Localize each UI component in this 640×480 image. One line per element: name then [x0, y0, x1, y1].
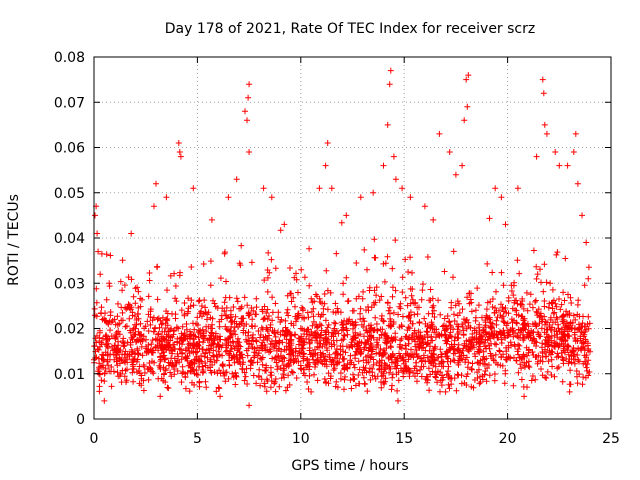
data-point	[246, 402, 253, 409]
data-point	[260, 185, 267, 192]
data-point	[540, 90, 547, 97]
data-point	[128, 230, 135, 237]
x-tick-label: 10	[292, 431, 310, 447]
data-point	[514, 185, 521, 192]
data-point	[459, 162, 466, 169]
data-point	[464, 103, 471, 110]
x-tick-label: 20	[499, 431, 517, 447]
data-point	[324, 140, 331, 146]
data-point	[97, 271, 104, 278]
data-point	[543, 130, 550, 137]
data-point	[541, 121, 548, 128]
y-axis-label: ROTI / TECUs	[6, 194, 22, 286]
data-point	[190, 185, 197, 192]
data-point	[370, 189, 377, 196]
y-tick-label: 0.08	[54, 50, 85, 66]
data-point	[268, 194, 275, 201]
y-tick-label: 0.06	[54, 141, 85, 157]
data-point	[533, 153, 540, 160]
y-tick-label: 0.01	[54, 367, 85, 383]
data-point	[570, 149, 577, 155]
data-point	[564, 162, 571, 169]
data-point	[387, 67, 394, 74]
data-point	[175, 140, 182, 146]
data-point	[585, 275, 592, 282]
data-point	[521, 393, 528, 400]
data-point	[430, 216, 437, 223]
data-points	[91, 67, 593, 409]
data-point	[246, 149, 253, 155]
data-point	[574, 180, 581, 187]
data-point	[566, 388, 573, 395]
data-point	[281, 221, 288, 228]
data-point	[153, 180, 159, 187]
data-point	[94, 230, 101, 237]
data-point	[390, 153, 397, 160]
data-point	[465, 72, 472, 79]
data-point	[357, 194, 364, 201]
data-point	[163, 194, 170, 201]
data-point	[556, 162, 563, 169]
data-point	[442, 388, 449, 395]
data-point	[492, 185, 499, 192]
data-point	[233, 176, 240, 183]
data-point	[380, 162, 387, 169]
data-point	[176, 149, 183, 155]
data-point	[461, 117, 468, 124]
data-point	[436, 130, 443, 137]
data-point	[208, 216, 215, 223]
data-point	[539, 76, 546, 83]
dense-points	[91, 215, 593, 395]
grid-lines	[94, 57, 611, 419]
data-point	[92, 212, 98, 219]
data-point	[95, 248, 102, 255]
data-point	[328, 185, 335, 192]
data-point	[395, 397, 401, 404]
data-point	[446, 149, 453, 155]
data-point	[421, 203, 428, 210]
point-cloud	[91, 215, 593, 395]
data-point	[157, 393, 164, 400]
data-point	[217, 393, 224, 400]
x-tick-label: 0	[90, 431, 99, 447]
data-point	[572, 130, 579, 137]
x-tick-label: 15	[395, 431, 413, 447]
data-point	[386, 81, 393, 88]
data-point	[101, 397, 108, 404]
data-point	[502, 221, 509, 228]
data-point	[452, 171, 459, 178]
y-tick-label: 0.05	[54, 186, 85, 202]
data-point	[242, 108, 248, 115]
data-point	[246, 81, 253, 88]
data-point	[245, 94, 252, 101]
y-tick-label: 0.04	[54, 231, 85, 247]
data-point	[392, 176, 399, 183]
data-point	[583, 239, 590, 246]
data-point	[244, 117, 250, 124]
y-tick-label: 0.07	[54, 95, 85, 111]
y-tick-label: 0.02	[54, 322, 85, 338]
axis-ticks: 0 0.01 0.02 0.03 0.04 0.05 0.06 0.07 0.08 0 5 10 15 2…	[54, 50, 620, 447]
data-point	[407, 194, 414, 201]
data-point	[343, 212, 350, 219]
data-point	[322, 162, 329, 169]
x-tick-label: 25	[602, 431, 620, 447]
data-point	[316, 185, 323, 192]
data-point	[151, 203, 157, 210]
y-tick-label: 0.03	[54, 276, 85, 292]
data-point	[384, 121, 391, 128]
x-axis-label: GPS time / hours	[291, 458, 408, 474]
y-tick-label: 0	[76, 412, 85, 428]
data-point	[552, 149, 559, 155]
data-point	[498, 194, 505, 201]
x-tick-label: 5	[193, 431, 202, 447]
data-point	[399, 185, 406, 192]
data-point	[177, 153, 184, 160]
data-point	[579, 212, 585, 219]
chart-title: Day 178 of 2021, Rate Of TEC Index for r…	[165, 21, 535, 37]
data-point	[463, 76, 470, 83]
data-point	[225, 194, 232, 201]
data-point	[308, 388, 315, 395]
